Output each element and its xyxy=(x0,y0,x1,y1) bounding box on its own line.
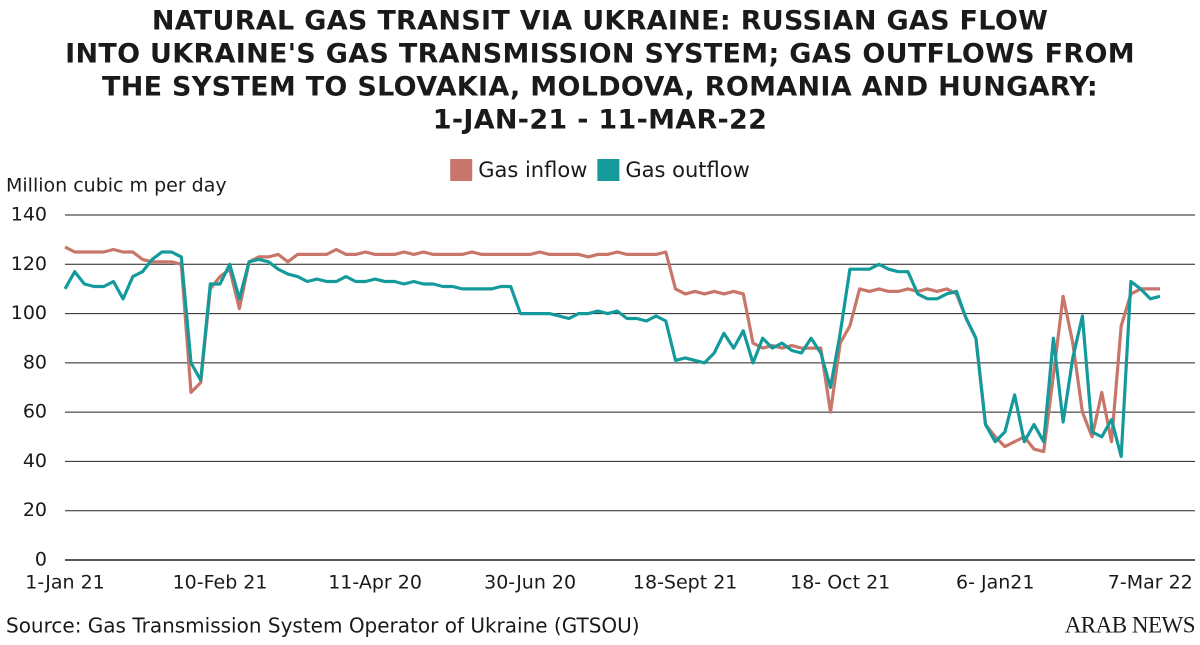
y-tick-label: 20 xyxy=(23,499,47,521)
title-line: INTO UKRAINE'S GAS TRANSMISSION SYSTEM; … xyxy=(65,39,1135,70)
legend-label: Gas inflow xyxy=(478,158,587,182)
x-tick-label: 7-Mar 22 xyxy=(1108,572,1193,594)
y-tick-label: 100 xyxy=(11,302,47,324)
y-tick-label: 80 xyxy=(23,351,47,373)
line-series xyxy=(63,250,1161,459)
y-tick-label: 60 xyxy=(23,401,47,423)
legend-swatch xyxy=(450,159,473,181)
source: Source: Gas Transmission System Operator… xyxy=(6,614,640,638)
y-tick-label: 140 xyxy=(11,204,47,226)
title: NATURAL GAS TRANSIT VIA UKRAINE: RUSSIAN… xyxy=(65,6,1135,136)
x-tick-label: 11-Apr 20 xyxy=(328,572,422,594)
y-tick-label: 0 xyxy=(35,549,47,571)
legend-item: Gas outflow xyxy=(597,158,750,182)
logo: ARAB NEWS xyxy=(1065,612,1195,637)
title-line: THE SYSTEM TO SLOVAKIA, MOLDOVA, ROMANIA… xyxy=(102,72,1098,103)
y-tick-label: 120 xyxy=(11,253,47,275)
y-axis-label: Million cubic m per day xyxy=(6,175,227,197)
x-tick-label: 18- Oct 21 xyxy=(790,572,890,594)
x-tick-label: 18-Sept 21 xyxy=(633,572,738,594)
legend-item: Gas inflow xyxy=(450,158,587,182)
line-series xyxy=(64,245,1160,454)
y-tick-label: 40 xyxy=(23,450,47,472)
x-tick-label: 30-Jun 20 xyxy=(484,572,576,594)
legend-swatch xyxy=(597,159,620,181)
x-tick-label: 6- Jan21 xyxy=(956,572,1034,594)
legend-label: Gas outflow xyxy=(625,158,749,182)
title-line: NATURAL GAS TRANSIT VIA UKRAINE: RUSSIAN… xyxy=(152,6,1048,37)
title-line: 1-JAN-21 - 11-MAR-22 xyxy=(433,105,767,136)
x-tick-label: 1-Jan 21 xyxy=(25,572,105,594)
x-tick-label: 10-Feb 21 xyxy=(173,572,268,594)
